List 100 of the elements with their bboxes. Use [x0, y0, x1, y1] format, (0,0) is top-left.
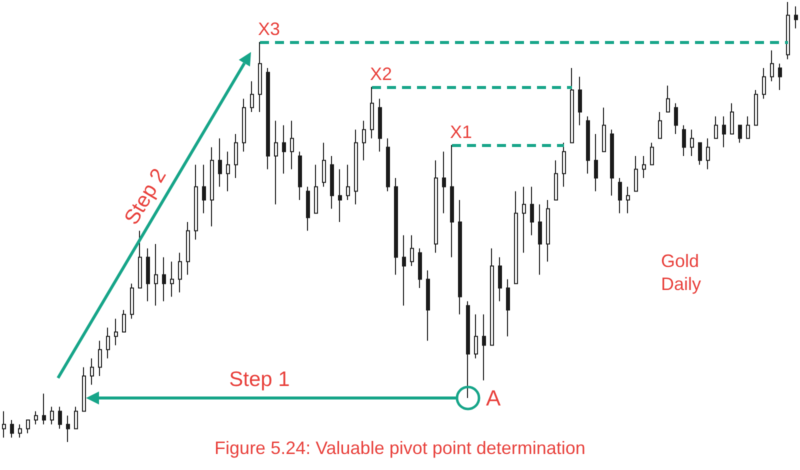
ref-line-label: X1	[450, 122, 472, 142]
candlestick	[258, 42, 262, 112]
candlestick	[770, 50, 774, 82]
candlestick	[554, 160, 558, 200]
candlestick	[66, 415, 70, 442]
ref-line-label: X3	[258, 19, 280, 40]
candlestick	[114, 318, 118, 346]
candlestick	[418, 248, 422, 288]
candlestick	[26, 420, 30, 434]
candlestick	[354, 129, 358, 205]
candlestick	[474, 314, 478, 359]
candlestick	[242, 98, 246, 152]
candlestick	[546, 200, 550, 262]
candlestick	[666, 85, 670, 112]
candlestick	[450, 144, 454, 258]
candlestick	[466, 300, 470, 398]
candlestick	[386, 138, 390, 192]
candlestick	[458, 200, 462, 315]
candlestick	[130, 283, 134, 320]
annotation: Step 1	[229, 368, 290, 392]
candlestick	[218, 138, 222, 188]
candlestick	[58, 406, 62, 430]
candlestick	[378, 98, 382, 152]
candlestick	[306, 186, 310, 232]
candlestick	[634, 156, 638, 192]
candlestick	[314, 164, 318, 214]
candlestick	[482, 314, 486, 381]
candlestick	[514, 190, 518, 284]
candlestick	[322, 142, 326, 188]
candlestick	[562, 142, 566, 188]
candlestick	[538, 204, 542, 276]
candlestick	[186, 222, 190, 276]
candlestick	[442, 151, 446, 214]
candlestick	[650, 142, 654, 166]
ref-line-label: X2	[370, 64, 392, 84]
candlestick	[98, 340, 102, 376]
candlestick	[210, 146, 214, 227]
candlestick	[746, 116, 750, 139]
candlestick	[674, 102, 678, 134]
candlestick	[178, 252, 182, 293]
candlestick	[682, 124, 686, 156]
candlestick	[18, 424, 22, 438]
candlestick	[10, 420, 14, 438]
candlestick	[138, 230, 142, 288]
candlestick	[362, 120, 366, 161]
candlestick	[298, 151, 302, 200]
candlestick	[90, 358, 94, 386]
candlestick	[370, 86, 374, 139]
candlestick	[146, 248, 150, 302]
candlestick	[778, 63, 782, 90]
candlestick	[722, 116, 726, 148]
candlestick	[786, 2, 790, 60]
candlestick	[506, 278, 510, 337]
candlestick	[530, 186, 534, 236]
candlestick	[578, 76, 582, 126]
candlestick	[170, 261, 174, 298]
candlestick	[330, 156, 334, 210]
candlestick	[266, 68, 270, 170]
text: Figure 5.24: Valuable pivot point determination	[214, 438, 586, 458]
candlestick	[714, 116, 718, 139]
candlestick	[594, 134, 598, 192]
candlestick	[602, 107, 606, 152]
candlestick	[282, 124, 286, 174]
candlestick	[42, 393, 46, 425]
candlestick	[2, 410, 6, 438]
candlestick	[50, 406, 54, 425]
candlestick	[426, 270, 430, 342]
candlestick	[754, 90, 758, 126]
candlestick	[490, 248, 494, 346]
candlestick	[570, 68, 574, 144]
candlestick	[250, 80, 254, 112]
candlestick	[522, 186, 526, 254]
candlestick	[626, 186, 630, 214]
candlestick	[794, 6, 798, 29]
candlestick	[762, 68, 766, 100]
candlestick	[194, 164, 198, 240]
candlestick	[618, 178, 622, 214]
candlestick	[338, 168, 342, 222]
candlestick	[610, 129, 614, 196]
candlestick	[706, 138, 710, 170]
candlestick	[226, 151, 230, 192]
candlestick	[34, 410, 38, 425]
candlestick	[290, 120, 294, 170]
candlestick	[690, 129, 694, 156]
candlestick	[74, 406, 78, 430]
candlestick	[106, 327, 110, 359]
annotation: A	[486, 385, 501, 411]
candlestick	[730, 102, 734, 134]
candlestick	[642, 156, 646, 178]
candlestick	[394, 178, 398, 276]
candlestick	[122, 310, 126, 332]
candlestick	[498, 256, 502, 302]
candlestick	[434, 160, 438, 254]
candlestick	[202, 164, 206, 214]
candlestick	[274, 120, 278, 205]
candlestick	[234, 134, 238, 178]
annotation: Gold Daily	[661, 250, 702, 296]
candlestick	[738, 124, 742, 144]
candlestick	[410, 234, 414, 266]
candlestick	[154, 244, 158, 306]
